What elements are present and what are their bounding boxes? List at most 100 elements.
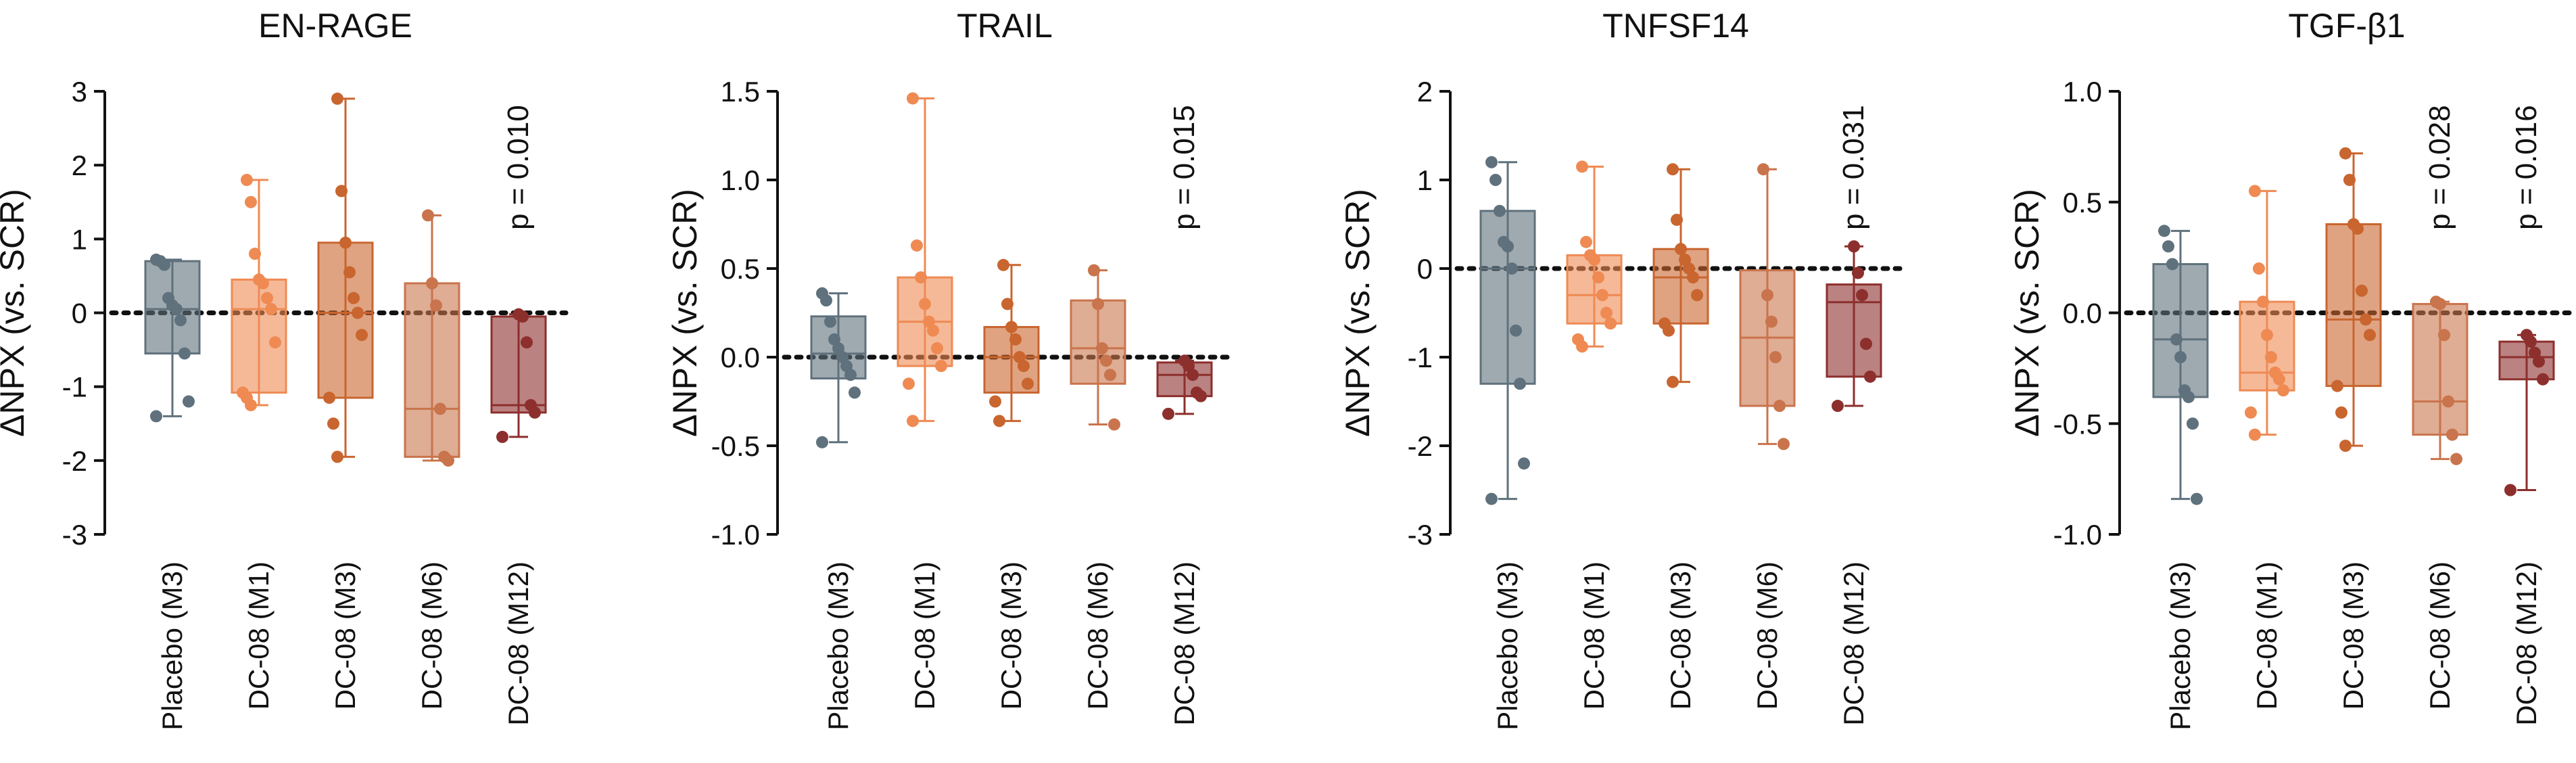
box-1: Placebo (M3) — [144, 253, 201, 731]
data-point — [343, 266, 356, 279]
data-point — [931, 342, 943, 354]
x-tick-label: DC-08 (M12) — [502, 561, 534, 726]
box-5: DC-08 (M12) — [1826, 240, 1882, 726]
data-point — [529, 406, 541, 419]
data-point — [1667, 375, 1679, 388]
data-point — [2183, 390, 2195, 403]
y-tick-label: 1 — [72, 223, 87, 255]
data-point — [1489, 174, 1502, 186]
y-tick-label: 1 — [1417, 164, 1433, 196]
data-point — [241, 174, 253, 186]
p-value-annotation: p = 0.031 — [1837, 105, 1870, 230]
y-tick-label: -1 — [1408, 342, 1433, 373]
data-point — [2245, 406, 2257, 419]
chart-panel-2: TRAIL ΔNPX (vs. SCR) -1.0 -0.5 0.0 0.5 1.0 1.5 P… — [666, 7, 1235, 731]
data-point — [2504, 484, 2517, 496]
data-point — [2265, 351, 2277, 363]
box-4: DC-08 (M6) — [1739, 163, 1796, 710]
data-point — [2331, 379, 2343, 392]
data-point — [820, 294, 832, 307]
y-tick-label: -1.0 — [711, 519, 760, 551]
box-iqr — [231, 278, 287, 394]
data-point — [2339, 147, 2352, 160]
y-tick-label: 1.0 — [2063, 76, 2102, 108]
data-point — [1485, 492, 1498, 505]
y-tick-label: 0.5 — [721, 253, 760, 285]
data-point — [1502, 240, 1514, 253]
p-value-annotation: p = 0.015 — [1168, 105, 1201, 230]
box-5: DC-08 (M12) — [1156, 354, 1213, 726]
box-iqr — [404, 282, 460, 458]
data-point — [1596, 289, 1608, 302]
x-tick-label: DC-08 (M12) — [1168, 561, 1200, 726]
data-point — [1506, 262, 1518, 275]
data-point — [1494, 204, 1506, 217]
data-point — [915, 271, 927, 284]
data-point — [422, 209, 434, 222]
data-point — [1100, 354, 1112, 367]
data-point — [849, 386, 861, 399]
box-iqr — [2239, 300, 2295, 392]
data-point — [1856, 289, 1868, 302]
chart-title: EN-RAGE — [258, 7, 412, 45]
data-point — [335, 185, 348, 198]
data-point — [907, 415, 919, 427]
x-tick-label: DC-08 (M3) — [329, 561, 361, 710]
data-point — [2174, 351, 2187, 363]
y-tick-label: 0 — [72, 298, 87, 329]
data-point — [1860, 338, 1872, 350]
data-point — [1096, 342, 1108, 354]
data-point — [2170, 333, 2183, 346]
x-tick-label: Placebo (M3) — [822, 561, 854, 731]
box-1: Placebo (M3) — [810, 287, 867, 731]
data-point — [2352, 223, 2364, 235]
data-point — [1108, 418, 1120, 431]
data-point — [816, 436, 828, 448]
y-tick-label: 1.0 — [721, 164, 760, 196]
data-point — [426, 277, 438, 290]
box-2: DC-08 (M1) — [231, 174, 287, 710]
data-point — [323, 392, 335, 404]
x-tick-label: DC-08 (M1) — [243, 561, 275, 710]
data-point — [1848, 240, 1860, 253]
data-point — [178, 347, 191, 360]
x-tick-label: DC-08 (M3) — [2337, 561, 2369, 710]
chart-title: TGF-β1 — [2288, 7, 2405, 45]
chart-panel-4: TGF-β1 ΔNPX (vs. SCR) -1.0 -0.5 0.0 0.5 1.0 Pla… — [2008, 7, 2576, 731]
x-tick-label: Placebo (M3) — [2164, 561, 2196, 731]
data-point — [2438, 329, 2450, 342]
data-point — [2450, 453, 2462, 465]
y-tick-label: -3 — [62, 519, 87, 551]
data-point — [2364, 329, 2376, 342]
x-tick-label: DC-08 (M3) — [995, 561, 1027, 710]
box-iqr — [2152, 262, 2209, 398]
data-point — [158, 258, 170, 271]
data-point — [1675, 243, 1687, 256]
box-5: DC-08 (M12) — [2498, 329, 2555, 726]
data-point — [2257, 296, 2269, 308]
data-point — [1687, 271, 1699, 284]
data-point — [2261, 329, 2273, 342]
y-tick-label: -3 — [1408, 519, 1433, 551]
box-2: DC-08 (M1) — [897, 92, 953, 710]
y-tick-label: 0.0 — [721, 342, 760, 373]
data-point — [327, 417, 339, 430]
data-point — [1088, 264, 1100, 277]
data-point — [2442, 395, 2454, 408]
box-iqr — [2412, 302, 2468, 436]
data-point — [997, 258, 1009, 271]
y-axis-label: ΔNPX (vs. SCR) — [2008, 189, 2046, 437]
data-point — [2191, 492, 2203, 505]
p-value-annotation: p = 0.016 — [2510, 105, 2543, 230]
data-point — [2335, 406, 2347, 419]
data-point — [1092, 298, 1104, 310]
box-2: DC-08 (M1) — [2239, 185, 2295, 710]
box-1: Placebo (M3) — [1479, 156, 1536, 731]
y-axis-label: ΔNPX (vs. SCR) — [666, 189, 704, 437]
data-point — [1580, 235, 1592, 248]
data-point — [331, 92, 343, 105]
data-point — [1018, 360, 1030, 373]
data-point — [824, 315, 836, 328]
data-point — [521, 336, 533, 349]
x-tick-label: DC-08 (M6) — [416, 561, 448, 710]
